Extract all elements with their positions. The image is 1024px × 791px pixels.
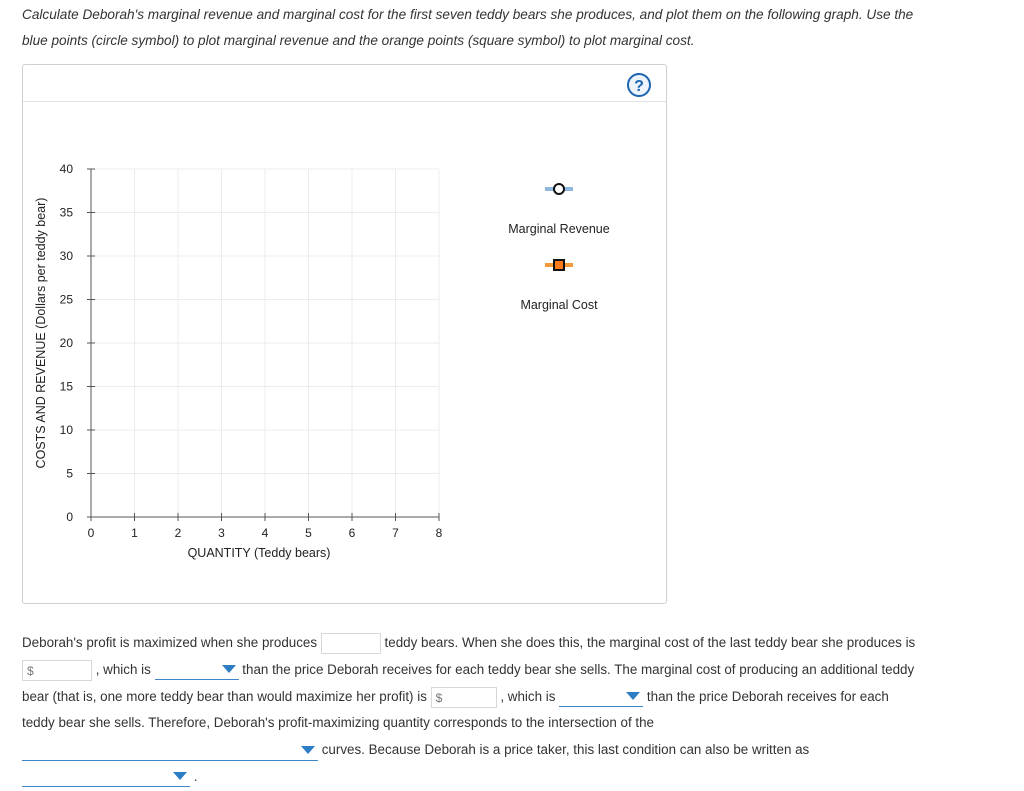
graph-panel: ? 0 1 2 3 4 5 6 7 8 0 5 10 15 20 25 30 35 40 QUANTITY (Ted… bbox=[22, 64, 667, 604]
x-axis-title: QUANTITY (Teddy bears) bbox=[188, 546, 331, 560]
answer-section: Deborah's profit is maximized when she p… bbox=[22, 630, 1017, 791]
y-tick-label: 25 bbox=[60, 293, 74, 307]
answer-line-4: teddy bear she sells. Therefore, Deborah… bbox=[22, 710, 1017, 737]
x-tick-label: 3 bbox=[218, 526, 225, 540]
answer-text-5: bear (that is, one more teddy bear than … bbox=[22, 688, 427, 704]
answer-text-1: Deborah's profit is maximized when she p… bbox=[22, 635, 318, 650]
comparison-select-1[interactable] bbox=[154, 660, 239, 681]
y-tick-label: 15 bbox=[60, 380, 74, 394]
answer-line-5: curves. Because Deborah is a price taker… bbox=[22, 737, 1017, 764]
x-tick-label: 2 bbox=[175, 526, 182, 540]
y-tick-label: 35 bbox=[60, 206, 74, 220]
chevron-down-icon bbox=[173, 772, 187, 781]
answer-line-2: $ , which is than the price Deborah rece… bbox=[22, 657, 1017, 684]
y-tick-label: 20 bbox=[60, 336, 74, 350]
chart[interactable]: 0 1 2 3 4 5 6 7 8 0 5 10 15 20 25 30 35 40 QUANTITY (Teddy… bbox=[23, 65, 666, 603]
x-tick-label: 5 bbox=[305, 526, 312, 540]
legend-mr-circle-icon bbox=[553, 183, 565, 195]
condition-select[interactable] bbox=[22, 767, 190, 788]
legend-mr-label: Marginal Revenue bbox=[508, 222, 609, 236]
y-tick-label: 10 bbox=[60, 423, 74, 437]
chevron-down-icon bbox=[626, 692, 641, 701]
answer-text-3: , which is bbox=[95, 661, 151, 677]
x-tick-label: 0 bbox=[88, 526, 95, 540]
answer-text-8: teddy bear she sells. Therefore, Deborah… bbox=[22, 715, 654, 731]
x-tick-label: 6 bbox=[349, 526, 356, 540]
question-line-2: blue points (circle symbol) to plot marg… bbox=[22, 33, 695, 48]
x-tick-label: 8 bbox=[436, 526, 443, 540]
answer-text-10: . bbox=[193, 768, 198, 784]
chevron-down-icon bbox=[221, 665, 236, 674]
answer-text-2: teddy bears. When she does this, the mar… bbox=[384, 635, 916, 650]
marginal-cost-additional-input[interactable]: $ bbox=[430, 686, 497, 708]
answer-text-7: than the price Deborah receives for each bbox=[646, 688, 889, 704]
y-tick-label: 5 bbox=[66, 467, 73, 481]
currency-symbol: $ bbox=[27, 663, 34, 678]
legend-mc-square-icon bbox=[553, 259, 565, 271]
answer-text-9: curves. Because Deborah is a price taker… bbox=[321, 742, 810, 758]
quantity-input[interactable] bbox=[320, 632, 381, 654]
currency-symbol: $ bbox=[435, 690, 443, 705]
answer-line-1: Deborah's profit is maximized when she p… bbox=[22, 630, 1017, 657]
question-line-1: Calculate Deborah's marginal revenue and… bbox=[22, 7, 914, 22]
y-tick-label: 0 bbox=[66, 510, 73, 524]
answer-text-4: than the price Deborah receives for each… bbox=[242, 661, 915, 677]
x-tick-label: 4 bbox=[262, 526, 269, 540]
help-icon[interactable]: ? bbox=[627, 73, 651, 97]
comparison-select-2[interactable] bbox=[559, 687, 644, 708]
x-tick-label: 7 bbox=[392, 526, 399, 540]
marginal-cost-last-input[interactable]: $ bbox=[22, 659, 92, 681]
y-axis-title: COSTS AND REVENUE (Dollars per teddy bea… bbox=[34, 198, 48, 469]
legend-mc-label: Marginal Cost bbox=[520, 298, 598, 312]
answer-text-6: , which is bbox=[500, 688, 556, 704]
x-tick-label: 1 bbox=[131, 526, 138, 540]
question-text: Calculate Deborah's marginal revenue and… bbox=[22, 2, 1012, 54]
chevron-down-icon bbox=[301, 745, 315, 754]
curves-select[interactable] bbox=[22, 741, 318, 761]
panel-header-divider bbox=[23, 101, 666, 102]
answer-line-3: bear (that is, one more teddy bear than … bbox=[22, 684, 1017, 711]
y-tick-label: 30 bbox=[60, 249, 74, 263]
y-tick-label: 40 bbox=[60, 162, 74, 176]
